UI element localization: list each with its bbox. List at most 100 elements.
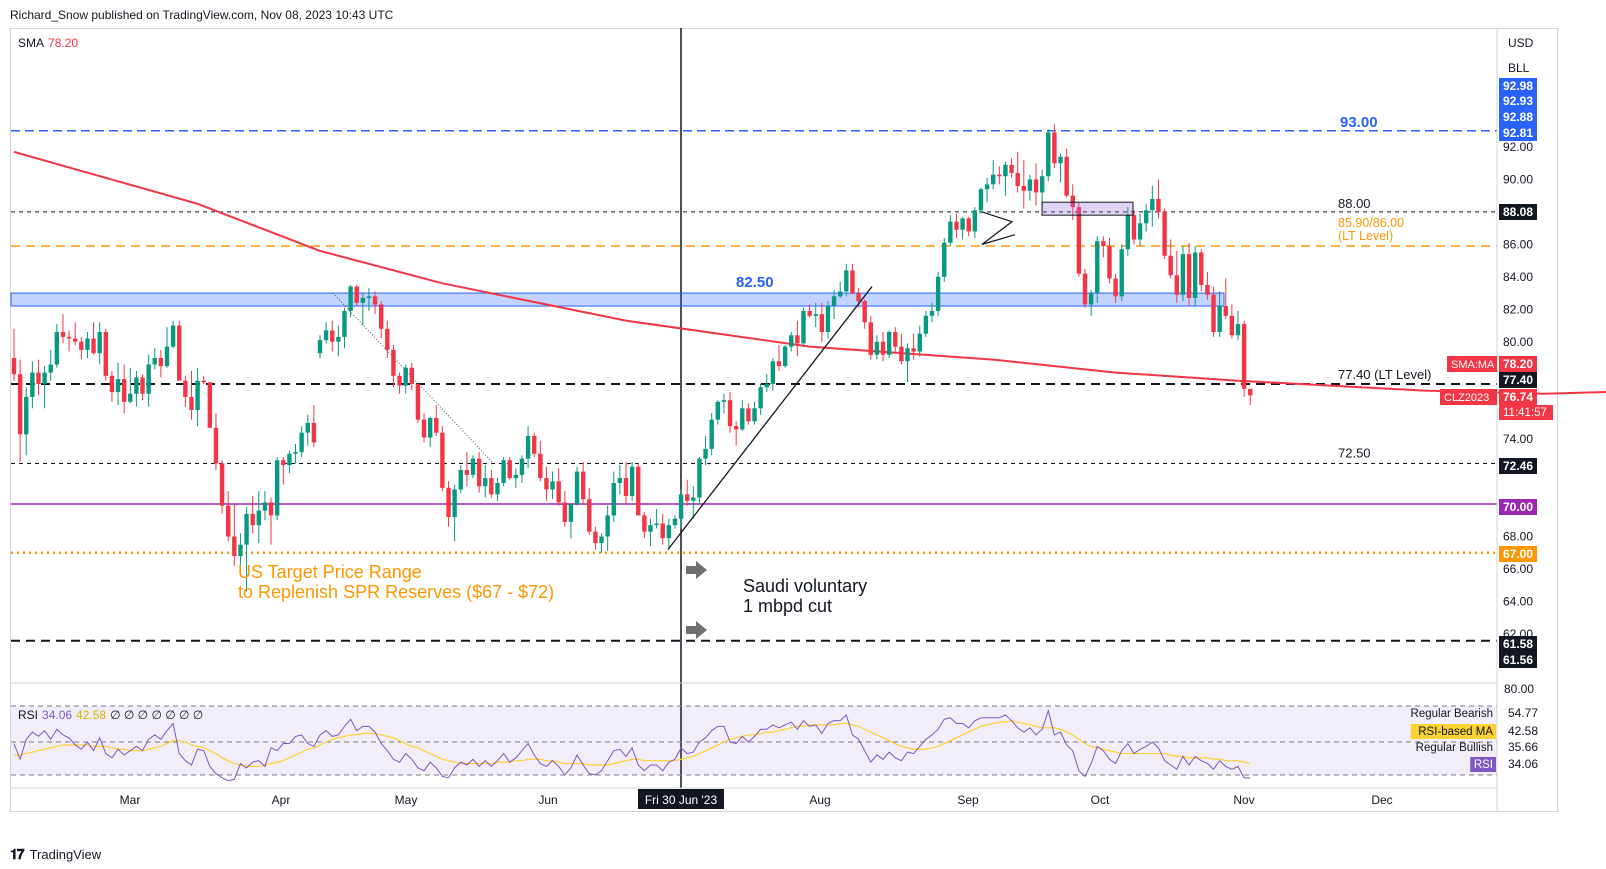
candle-60 [379, 301, 384, 339]
candle-44 [281, 456, 286, 485]
time-label-1: Apr [272, 793, 291, 807]
price-tag-time-7: 11:41:57 [1503, 407, 1547, 419]
candle-body [593, 531, 598, 544]
candle-body [911, 348, 916, 352]
candle-119 [740, 400, 745, 432]
candle-201 [1241, 320, 1247, 397]
candle-88 [550, 471, 555, 500]
candle-117 [727, 392, 733, 433]
candle-54 [342, 307, 347, 349]
candle-body [880, 341, 886, 355]
candle-200 [1235, 310, 1241, 341]
candle-body [330, 330, 335, 342]
level-label-86: 85.90/86.00 [1338, 216, 1404, 230]
annotations-layer: 93.00 88.00 85.90/86.00(LT Level) 77.40 (LT… [238, 114, 1431, 616]
candle-body [226, 505, 231, 537]
candle-106 [660, 513, 665, 545]
rsi-layer: Regular Bearish 54.77 RSI-based MA 42.58 Reg… [11, 682, 1538, 782]
candle-136 [844, 263, 849, 297]
zone-label-825: 82.50 [736, 274, 774, 291]
candle-body [960, 218, 965, 230]
price-tag-name-bg-5 [1447, 356, 1497, 372]
candle-104 [648, 518, 653, 547]
price-tag-bg-10 [1499, 546, 1537, 562]
candle-40 [256, 491, 261, 544]
rsi-legend[interactable]: RSI 34.06 42.58 ∅ ∅ ∅ ∅ ∅ ∅ ∅ [18, 708, 203, 722]
candle-body [293, 452, 298, 454]
candle-157 [972, 207, 978, 238]
candle-134 [831, 289, 837, 320]
candle-3 [30, 361, 35, 409]
candle-body [1088, 293, 1094, 305]
rsi-legend-value: 34.06 [42, 708, 73, 722]
candle-body [758, 387, 763, 409]
candle-202 [1248, 388, 1253, 406]
candle-89 [556, 468, 561, 506]
candle-19 [128, 367, 133, 404]
price-tag-name-7: CLZ2023 [1444, 392, 1489, 404]
candle-body [513, 474, 519, 479]
candle-body [984, 184, 990, 190]
candle-body [886, 332, 892, 355]
candle-35 [226, 491, 231, 542]
price-tag-bg-1 [1499, 93, 1537, 109]
candle-47 [299, 426, 304, 457]
candle-21 [140, 374, 145, 401]
candle-90 [562, 491, 567, 527]
candle-197 [1217, 291, 1222, 337]
candle-143 [886, 330, 892, 358]
candle-body [256, 510, 261, 526]
candle-body [648, 525, 653, 532]
drawings-layer [332, 201, 1134, 639]
candle-body [617, 478, 623, 483]
candle-body [568, 504, 574, 522]
candle-153 [948, 215, 953, 247]
candle-141 [874, 335, 880, 360]
candle-body [158, 357, 164, 367]
saudi-annotation-line2: 1 mbpd cut [743, 596, 832, 616]
candle-body [825, 306, 831, 333]
candle-body [623, 478, 629, 496]
footer-brand[interactable]: 𝟏𝟕 TradingView [10, 846, 101, 863]
candle-body [177, 325, 182, 381]
saudi-annotation-line1: Saudi voluntary [743, 576, 867, 596]
price-tick-2: 74.00 [1503, 432, 1533, 446]
candle-body [580, 471, 586, 500]
candle-24 [158, 349, 164, 378]
candle-body [1180, 254, 1186, 295]
candle-97 [605, 505, 610, 552]
candle-body [48, 364, 53, 373]
currency-badge[interactable]: USD [1508, 36, 1534, 50]
candle-58 [366, 288, 372, 311]
candle-body [317, 340, 323, 354]
price-tick-11: 82.00 [1503, 302, 1533, 316]
time-label-3: Jun [538, 793, 557, 807]
candle-body [232, 536, 237, 556]
candle-body [813, 314, 818, 316]
candle-body [1070, 195, 1075, 208]
unit-badge[interactable]: BLL [1508, 61, 1530, 75]
candle-61 [385, 320, 390, 358]
price-tag-5: 78.20 [1503, 357, 1533, 371]
candle-body [1009, 164, 1014, 173]
candle-body [115, 379, 121, 393]
candle-43 [274, 456, 280, 521]
candle-body [1039, 176, 1045, 193]
level-label-774: 77.40 (LT Level) [1338, 367, 1431, 382]
candle-body [274, 460, 280, 516]
candle-110 [685, 479, 690, 506]
candle-body [1058, 156, 1063, 164]
sma-legend[interactable]: SMA 78.20 [18, 36, 78, 50]
candle-body [483, 478, 488, 487]
price-tag-bg-0 [1499, 78, 1537, 94]
candle-body [1119, 249, 1124, 297]
candle-body [1137, 223, 1143, 240]
candle-body [446, 487, 451, 518]
candle-body [1033, 179, 1039, 193]
candle-body [844, 270, 849, 292]
candle-body [709, 419, 714, 449]
candle-172 [1064, 148, 1069, 198]
candle-64 [403, 364, 408, 394]
candle-180 [1113, 273, 1118, 303]
